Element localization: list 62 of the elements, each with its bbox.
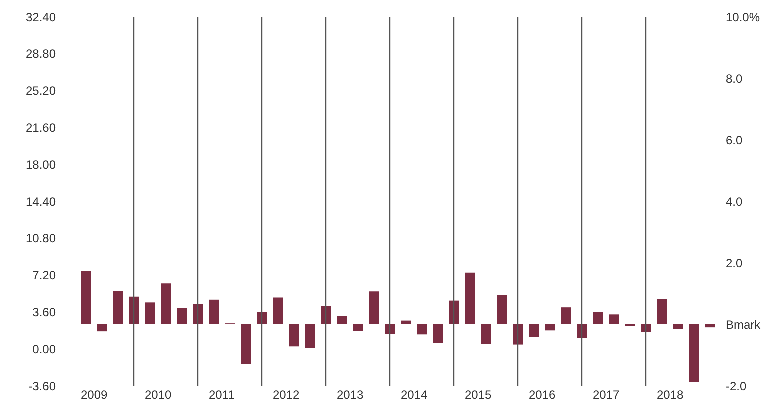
- bar: [673, 324, 683, 330]
- y-tick-label: 25.20: [26, 84, 56, 98]
- bar: [433, 324, 443, 344]
- y2-tick-label: 6.0: [726, 133, 744, 148]
- y-tick-label: 14.40: [26, 194, 56, 209]
- bar: [529, 324, 539, 338]
- y-tick-label: 7.20: [32, 268, 56, 283]
- bar: [689, 324, 699, 382]
- x-tick-label: 2012: [273, 388, 300, 402]
- x-tick-label: 2017: [593, 388, 620, 402]
- y2-tick-label: 2.0: [726, 256, 744, 270]
- y-tick-label: 0.00: [32, 342, 56, 356]
- bar: [257, 312, 267, 324]
- bar: [609, 314, 619, 324]
- y2-tick-label: 8.0: [726, 72, 744, 86]
- bar: [657, 299, 667, 324]
- bar: [545, 324, 555, 331]
- bar: [97, 324, 107, 332]
- y2-tick-label: 4.0: [726, 194, 744, 209]
- bar: [177, 308, 187, 324]
- bar: [369, 292, 379, 324]
- x-tick-label: 2010: [145, 388, 172, 402]
- x-tick-label: 2009: [81, 388, 108, 402]
- x-tick-label: 2014: [401, 388, 428, 402]
- bar: [337, 316, 347, 324]
- y-tick-label: -3.60: [28, 379, 56, 394]
- y2-tick-label: -2.0: [726, 379, 748, 394]
- bar: [209, 300, 219, 324]
- x-tick-label: 2011: [209, 388, 236, 402]
- bar: [353, 324, 363, 332]
- bar: [289, 324, 299, 347]
- bar: [513, 324, 523, 345]
- bar: [161, 284, 171, 324]
- x-tick-label: 2018: [657, 388, 684, 402]
- bar: [385, 324, 395, 334]
- bar: [273, 298, 283, 324]
- bar: [577, 324, 587, 338]
- bar: [481, 324, 491, 344]
- bar: [561, 308, 571, 324]
- bar: [193, 304, 203, 324]
- bar: [241, 324, 251, 364]
- y-tick-label: 28.80: [26, 47, 56, 62]
- bar: [705, 324, 715, 328]
- bar: [81, 270, 91, 324]
- bar: [593, 312, 603, 324]
- y-tick-label: 10.80: [26, 232, 56, 246]
- y-tick-label: 32.40: [26, 10, 56, 24]
- bar: [401, 320, 411, 324]
- bar: [497, 295, 507, 324]
- x-tick-label: 2013: [337, 388, 364, 402]
- y2-tick-label: Bmark: [726, 318, 762, 332]
- y-tick-label: 3.60: [32, 305, 56, 320]
- x-tick-label: 2015: [465, 388, 492, 402]
- y-tick-label: 21.60: [26, 120, 56, 135]
- bar: [145, 302, 155, 324]
- bar: [465, 272, 475, 324]
- bar: [113, 290, 123, 324]
- y-tick-label: 18.00: [26, 158, 56, 172]
- x-tick-label: 2016: [529, 388, 556, 402]
- bar: [305, 324, 315, 348]
- bar: [417, 324, 427, 335]
- y2-tick-label: 10.0%: [726, 10, 760, 24]
